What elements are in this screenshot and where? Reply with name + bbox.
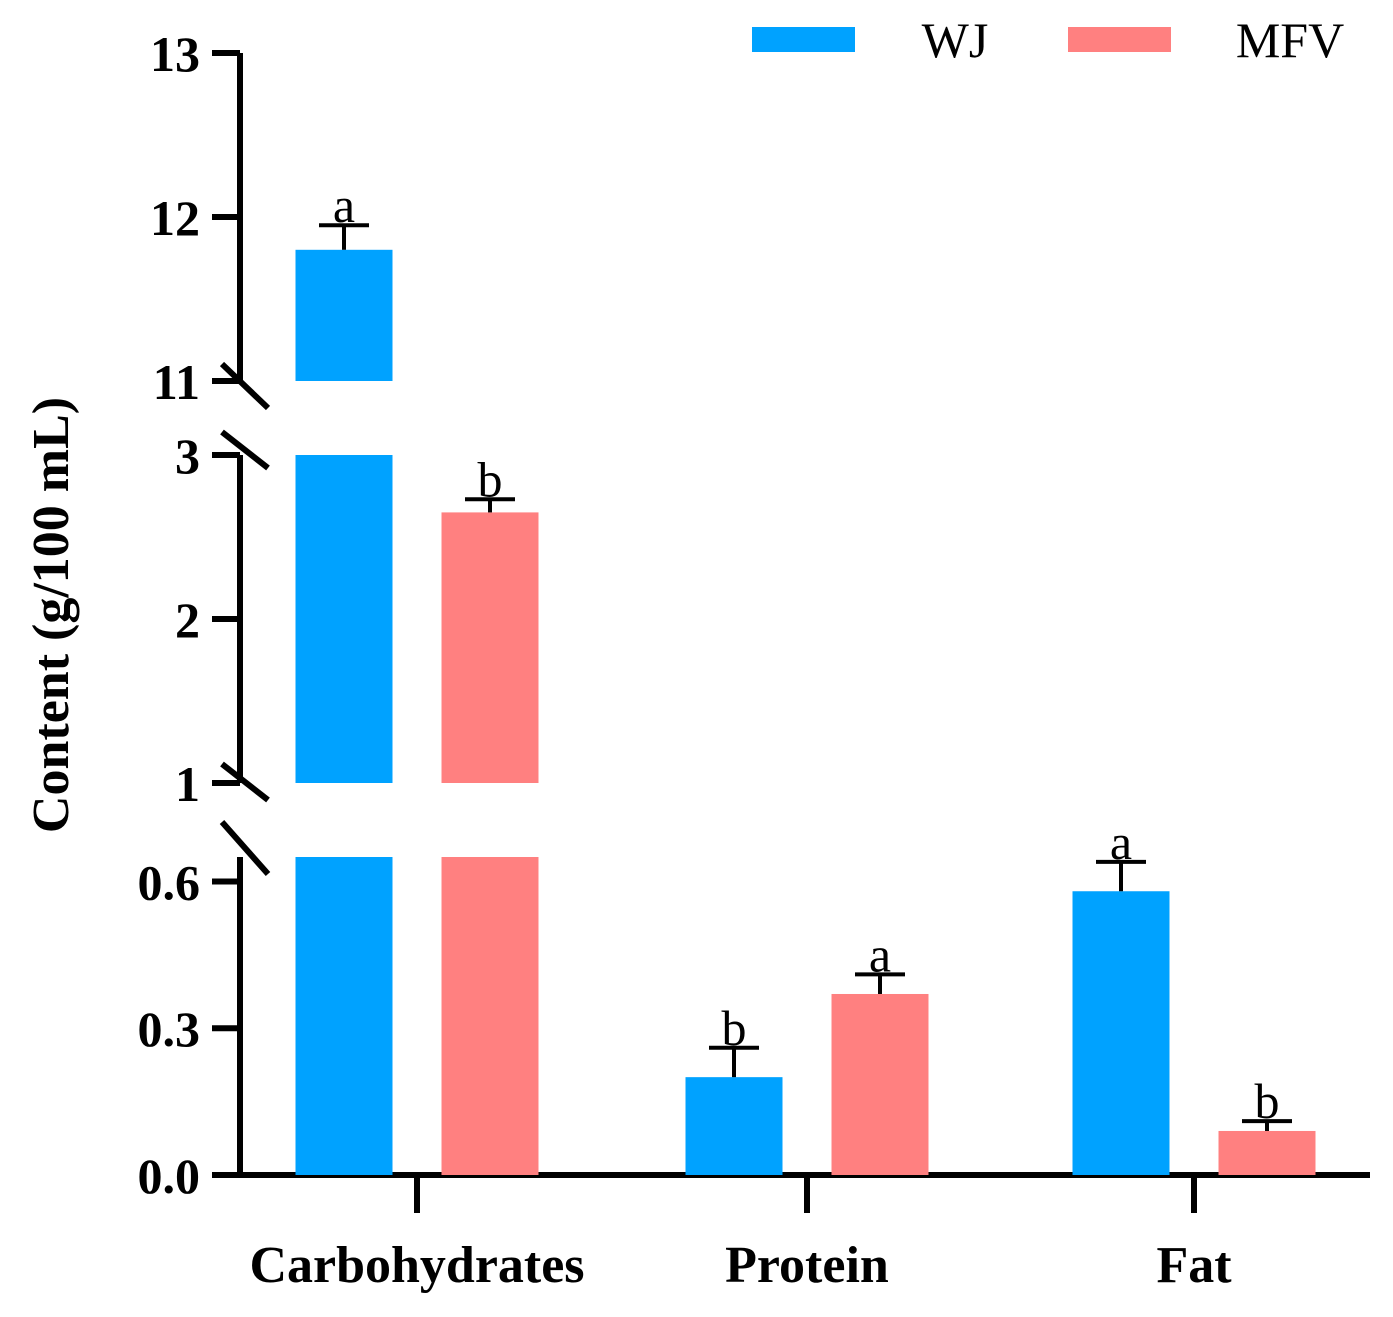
legend-swatch-wj (752, 27, 855, 52)
legend-swatch-mfv (1068, 27, 1171, 52)
y-tick-label: 1 (175, 756, 200, 812)
axis-break-mark (220, 429, 270, 471)
bar-wj-carbohydrates (295, 249, 393, 381)
significance-label: b (478, 451, 503, 507)
legend: WJ MFV (752, 12, 1344, 68)
significance-label: a (869, 926, 891, 982)
legend-label-mfv: MFV (1236, 12, 1344, 68)
y-tick-label: 11 (153, 354, 200, 410)
axis-break-mark (220, 761, 270, 803)
bar-wj-fat (1072, 891, 1170, 1175)
bar-wj-carbohydrates (295, 455, 393, 783)
axis-break-mark (219, 820, 271, 876)
y-tick-label: 0.0 (138, 1148, 201, 1204)
bar-mfv-protein (831, 993, 929, 1175)
x-tick-label: Carbohydrates (249, 1237, 584, 1294)
y-tick-label: 0.6 (138, 854, 201, 910)
bar-wj-carbohydrates (295, 857, 393, 1175)
bar-mfv-carbohydrates (441, 512, 539, 783)
bar-mfv-fat (1218, 1130, 1316, 1175)
y-tick-label: 3 (175, 428, 200, 484)
y-tick-label: 0.3 (138, 1001, 201, 1057)
axis-break-mark (219, 361, 271, 411)
y-tick-label: 12 (150, 190, 200, 246)
y-axis-title: Content (g/100 mL) (23, 397, 80, 833)
y-tick-label: 13 (150, 26, 200, 82)
error-bars (319, 223, 1292, 1131)
y-tick-label: 2 (175, 592, 200, 648)
significance-label: b (1255, 1073, 1280, 1129)
bar-wj-protein (685, 1077, 783, 1175)
bars (295, 249, 1316, 1175)
bar-mfv-carbohydrates (441, 857, 539, 1175)
legend-label-wj: WJ (922, 12, 989, 68)
axes (212, 50, 1370, 1213)
x-tick-label: Protein (725, 1237, 889, 1294)
significance-label: a (1110, 814, 1132, 870)
significance-label: a (333, 177, 355, 233)
x-tick-label: Fat (1156, 1237, 1232, 1294)
significance-label: b (722, 1000, 747, 1056)
